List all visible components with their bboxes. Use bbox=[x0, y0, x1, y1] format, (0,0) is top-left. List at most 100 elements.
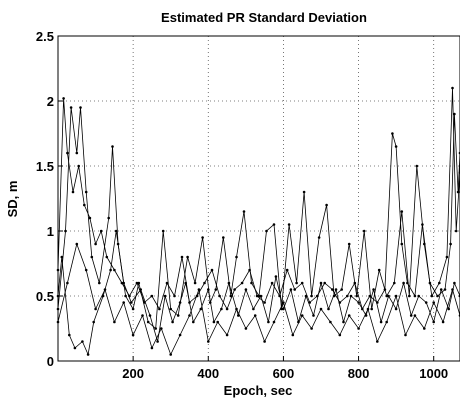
chart-title: Estimated PR Standard Deviation bbox=[161, 10, 367, 25]
data-point bbox=[370, 307, 374, 311]
data-point bbox=[160, 327, 163, 330]
axis-ticks: 200 400 600 800 1000 0 0.5 1 1.5 2 2.5 bbox=[36, 29, 448, 381]
data-point bbox=[325, 203, 328, 207]
data-point bbox=[287, 223, 291, 226]
data-point bbox=[438, 281, 441, 285]
data-point bbox=[113, 320, 116, 324]
data-point bbox=[310, 294, 313, 298]
data-point bbox=[244, 288, 248, 291]
data-point bbox=[122, 281, 125, 285]
data-point bbox=[84, 190, 88, 194]
data-point bbox=[253, 314, 257, 317]
series-line bbox=[57, 242, 460, 356]
data-point bbox=[423, 327, 426, 330]
data-point bbox=[340, 288, 344, 291]
data-point bbox=[242, 210, 246, 213]
data-point bbox=[250, 281, 253, 285]
series-line bbox=[57, 230, 460, 356]
y-tick-label: 1.5 bbox=[36, 159, 54, 174]
data-point bbox=[451, 86, 454, 90]
data-point bbox=[193, 281, 197, 285]
data-point bbox=[141, 314, 144, 317]
data-point bbox=[169, 307, 172, 311]
data-point bbox=[154, 327, 157, 330]
data-point bbox=[163, 294, 167, 298]
data-point bbox=[92, 320, 95, 324]
data-point bbox=[66, 151, 69, 155]
data-point bbox=[331, 288, 334, 291]
data-point bbox=[439, 288, 443, 291]
data-point bbox=[263, 340, 266, 343]
data-point bbox=[327, 307, 330, 311]
data-point bbox=[120, 281, 124, 285]
data-point bbox=[357, 301, 360, 304]
data-point bbox=[216, 320, 219, 324]
data-point bbox=[68, 333, 71, 337]
data-point bbox=[180, 255, 184, 259]
data-point bbox=[113, 268, 116, 272]
data-point bbox=[207, 288, 210, 291]
data-point bbox=[203, 281, 206, 285]
data-point bbox=[176, 314, 180, 317]
data-point bbox=[400, 242, 404, 246]
series-line bbox=[57, 87, 460, 330]
data-point bbox=[342, 320, 345, 324]
data-point bbox=[304, 294, 308, 298]
data-point bbox=[436, 294, 439, 298]
data-point bbox=[186, 255, 189, 259]
y-axis-label: SD, m bbox=[5, 181, 20, 218]
x-tick-label: 600 bbox=[273, 366, 295, 381]
data-point bbox=[443, 288, 447, 291]
y-tick-label: 1 bbox=[47, 224, 54, 239]
data-point bbox=[98, 281, 101, 285]
data-point bbox=[347, 314, 351, 317]
y-tick-label: 2.5 bbox=[36, 29, 54, 44]
x-tick-label: 400 bbox=[197, 366, 219, 381]
data-point bbox=[60, 255, 64, 259]
data-point bbox=[214, 288, 218, 291]
y-tick-label: 0 bbox=[47, 354, 54, 369]
data-point bbox=[161, 229, 165, 233]
data-point bbox=[124, 294, 127, 298]
data-point bbox=[394, 294, 398, 298]
data-point bbox=[69, 106, 73, 109]
data-point bbox=[329, 320, 332, 324]
data-point bbox=[71, 190, 75, 194]
data-point bbox=[192, 320, 195, 324]
data-point bbox=[135, 281, 139, 285]
data-point bbox=[103, 288, 107, 291]
data-point bbox=[109, 268, 112, 272]
data-point bbox=[282, 307, 285, 311]
data-point bbox=[139, 288, 142, 291]
data-point bbox=[75, 151, 79, 155]
data-point bbox=[150, 346, 154, 350]
data-point bbox=[84, 268, 88, 272]
data-point bbox=[240, 281, 244, 285]
data-point bbox=[295, 281, 298, 285]
data-point bbox=[377, 268, 381, 272]
data-point bbox=[393, 281, 396, 285]
data-point bbox=[178, 301, 182, 304]
data-point bbox=[391, 132, 394, 135]
data-point bbox=[64, 229, 67, 233]
data-point bbox=[79, 106, 82, 109]
data-point bbox=[409, 314, 413, 317]
data-point bbox=[111, 145, 114, 148]
plot-frame bbox=[57, 35, 460, 362]
data-point bbox=[349, 294, 353, 298]
data-point bbox=[267, 320, 270, 324]
data-point bbox=[376, 340, 379, 343]
data-point bbox=[430, 294, 434, 298]
data-point bbox=[150, 294, 154, 298]
data-point bbox=[75, 242, 79, 246]
data-point bbox=[451, 288, 454, 291]
data-point bbox=[323, 281, 327, 285]
data-point bbox=[137, 281, 141, 285]
data-point bbox=[289, 288, 293, 291]
data-point bbox=[394, 145, 398, 148]
data-point bbox=[282, 301, 285, 304]
data-point bbox=[334, 288, 338, 291]
data-point bbox=[372, 288, 375, 291]
data-point bbox=[88, 216, 92, 220]
